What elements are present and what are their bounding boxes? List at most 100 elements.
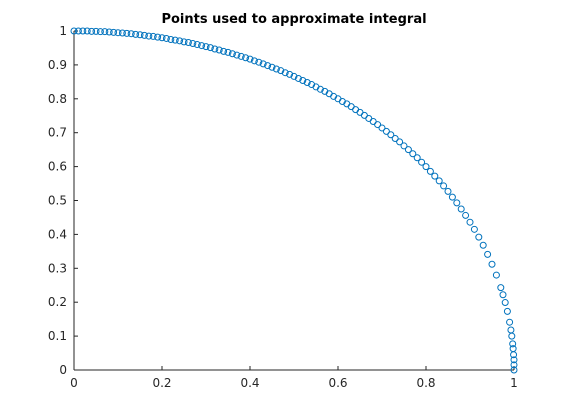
x-ticks: 0 0.2 0.4 0.6 0.8 1 <box>70 366 518 390</box>
data-point <box>110 28 118 36</box>
axes <box>73 31 514 371</box>
data-point <box>88 27 96 35</box>
data-point <box>382 127 390 135</box>
data-point <box>193 41 201 49</box>
data-point <box>387 131 395 139</box>
data-point <box>444 187 452 195</box>
data-point <box>145 32 153 40</box>
data-point <box>171 36 179 44</box>
data-point <box>118 29 126 37</box>
data-point <box>356 108 364 116</box>
data-point <box>462 211 470 219</box>
y-tick-label: 0 <box>59 363 67 377</box>
data-point <box>413 154 421 162</box>
data-point <box>509 340 517 348</box>
data-point <box>162 34 170 42</box>
data-point <box>435 177 443 185</box>
data-point <box>466 218 474 226</box>
y-tick-label: 1 <box>59 24 67 38</box>
chart-title: Points used to approximate integral <box>161 12 426 27</box>
data-point <box>237 52 245 60</box>
data-point <box>499 291 507 299</box>
data-point <box>440 182 448 190</box>
data-point <box>316 85 324 93</box>
data-point <box>506 318 514 326</box>
data-point <box>255 58 263 66</box>
data-point <box>503 307 511 315</box>
data-point <box>400 142 408 150</box>
data-point <box>92 27 100 35</box>
data-point <box>299 76 307 84</box>
data-point <box>497 284 505 292</box>
data-point <box>510 351 518 359</box>
y-tick-label: 0.9 <box>48 58 67 72</box>
data-point <box>184 39 192 47</box>
data-point <box>79 27 87 35</box>
data-point <box>470 225 478 233</box>
data-point <box>246 55 254 63</box>
data-point <box>83 27 91 35</box>
data-point <box>211 45 219 53</box>
data-point <box>391 134 399 142</box>
data-point <box>422 163 430 171</box>
data-point <box>132 30 140 38</box>
data-point <box>154 33 162 41</box>
data-point <box>365 114 373 122</box>
data-point <box>206 44 214 52</box>
data-point <box>290 72 298 80</box>
data-point <box>508 332 516 340</box>
y-tick-label: 0.7 <box>48 126 67 140</box>
data-point <box>457 205 465 213</box>
data-point <box>475 233 483 241</box>
data-point <box>250 57 258 65</box>
data-point <box>70 27 78 35</box>
x-tick-label: 0 <box>70 376 78 390</box>
data-points <box>70 27 518 374</box>
data-point <box>127 30 135 38</box>
data-point <box>294 74 302 82</box>
data-point <box>215 46 223 54</box>
data-point <box>149 32 157 40</box>
data-point <box>426 167 434 175</box>
data-point <box>360 111 368 119</box>
data-point <box>404 146 412 154</box>
data-point <box>272 65 280 73</box>
data-point <box>105 28 113 36</box>
data-point <box>286 70 294 78</box>
y-tick-label: 0.2 <box>48 295 67 309</box>
data-point <box>418 158 426 166</box>
data-point <box>510 366 518 374</box>
x-tick-label: 0.2 <box>152 376 171 390</box>
data-point <box>303 79 311 87</box>
data-point <box>167 35 175 43</box>
data-point <box>242 54 250 62</box>
y-tick-label: 0.5 <box>48 194 67 208</box>
x-tick-label: 1 <box>510 376 518 390</box>
data-point <box>180 38 188 46</box>
data-point <box>268 63 276 71</box>
y-tick-label: 0.8 <box>48 92 67 106</box>
y-tick-label: 0.1 <box>48 329 67 343</box>
data-point <box>453 199 461 207</box>
data-point <box>510 356 518 364</box>
data-point <box>431 172 439 180</box>
data-point <box>136 31 144 39</box>
data-point <box>228 50 236 58</box>
data-point <box>74 27 82 35</box>
y-tick-label: 0.4 <box>48 227 67 241</box>
data-point <box>189 40 197 48</box>
data-point <box>220 47 228 55</box>
data-point <box>378 124 386 132</box>
data-point <box>158 34 166 42</box>
data-point <box>264 62 272 70</box>
x-tick-label: 0.4 <box>240 376 259 390</box>
data-point <box>202 43 210 51</box>
data-point <box>101 28 109 36</box>
data-point <box>479 241 487 249</box>
data-point <box>396 138 404 146</box>
data-point <box>277 67 285 75</box>
data-point <box>369 118 377 126</box>
data-point <box>484 250 492 258</box>
data-point <box>409 150 417 158</box>
